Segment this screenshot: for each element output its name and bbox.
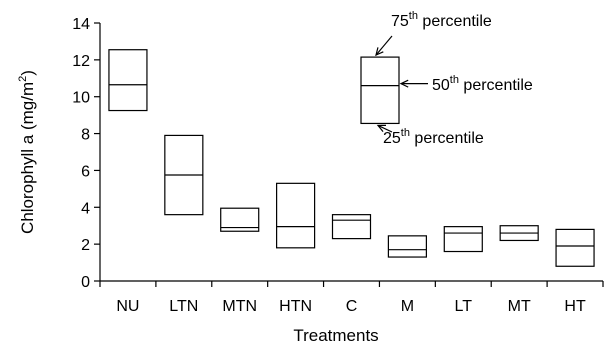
box-ht — [555, 228, 595, 267]
box-iqr — [555, 228, 595, 267]
y-tick-label: 12 — [72, 53, 90, 70]
box-ltn — [164, 134, 204, 216]
x-axis: NU LTN MTN HTN C M LT MT HT — [99, 280, 604, 315]
box-iqr — [276, 182, 316, 249]
y-tick-label: 2 — [81, 237, 90, 254]
p25-label: 25th percentile — [383, 127, 484, 147]
x-axis-title: Treatments — [293, 326, 378, 345]
x-tick-label: LTN — [169, 298, 198, 315]
box-mt — [499, 225, 539, 242]
y-axis-title-main: Chlorophyll a (mg/m — [18, 82, 37, 234]
y-tick-label: 6 — [81, 163, 90, 180]
y-tick-label: 8 — [81, 127, 90, 144]
p75-label: 75th percentile — [391, 10, 492, 30]
box-mtn — [220, 207, 260, 232]
y-axis: 0 2 4 6 8 10 12 14 — [72, 16, 101, 291]
y-axis-title: Chlorophyll a (mg/m2) — [17, 70, 37, 234]
x-tick-label: HT — [564, 298, 586, 315]
box-htn — [276, 182, 316, 249]
y-axis-title-end: ) — [18, 70, 37, 76]
boxes — [108, 49, 595, 267]
x-tick-label: LT — [455, 298, 473, 315]
svg-text:Chlorophyll a (mg/m2): Chlorophyll a (mg/m2) — [17, 70, 37, 234]
box-iqr — [331, 214, 372, 240]
x-tick-label: C — [346, 298, 358, 315]
x-tick-label: HTN — [279, 298, 312, 315]
box-iqr — [443, 226, 483, 253]
y-tick-label: 0 — [81, 274, 90, 291]
box-iqr — [387, 235, 427, 258]
box-iqr — [108, 49, 148, 112]
x-tick-label: MTN — [222, 298, 257, 315]
p75-arrow — [375, 35, 393, 57]
box-iqr — [220, 207, 260, 232]
box-m — [387, 235, 427, 258]
box-nu — [108, 49, 148, 112]
y-axis-title-sup: 2 — [17, 76, 29, 82]
box-lt — [443, 226, 483, 253]
box-c — [331, 214, 372, 240]
x-tick-label: M — [401, 298, 414, 315]
x-tick-label: MT — [508, 298, 531, 315]
legend-box-diagram: 75th percentile 50th percentile 25th perce… — [360, 10, 533, 147]
p50-label: 50th percentile — [432, 74, 533, 94]
y-tick-label: 4 — [81, 200, 90, 217]
p50-arrow — [399, 79, 428, 88]
x-tick-label: NU — [116, 298, 139, 315]
p25-arrow — [376, 124, 393, 133]
legend-box — [360, 56, 400, 125]
y-tick-label: 14 — [72, 16, 90, 33]
y-tick-label: 10 — [72, 90, 90, 107]
